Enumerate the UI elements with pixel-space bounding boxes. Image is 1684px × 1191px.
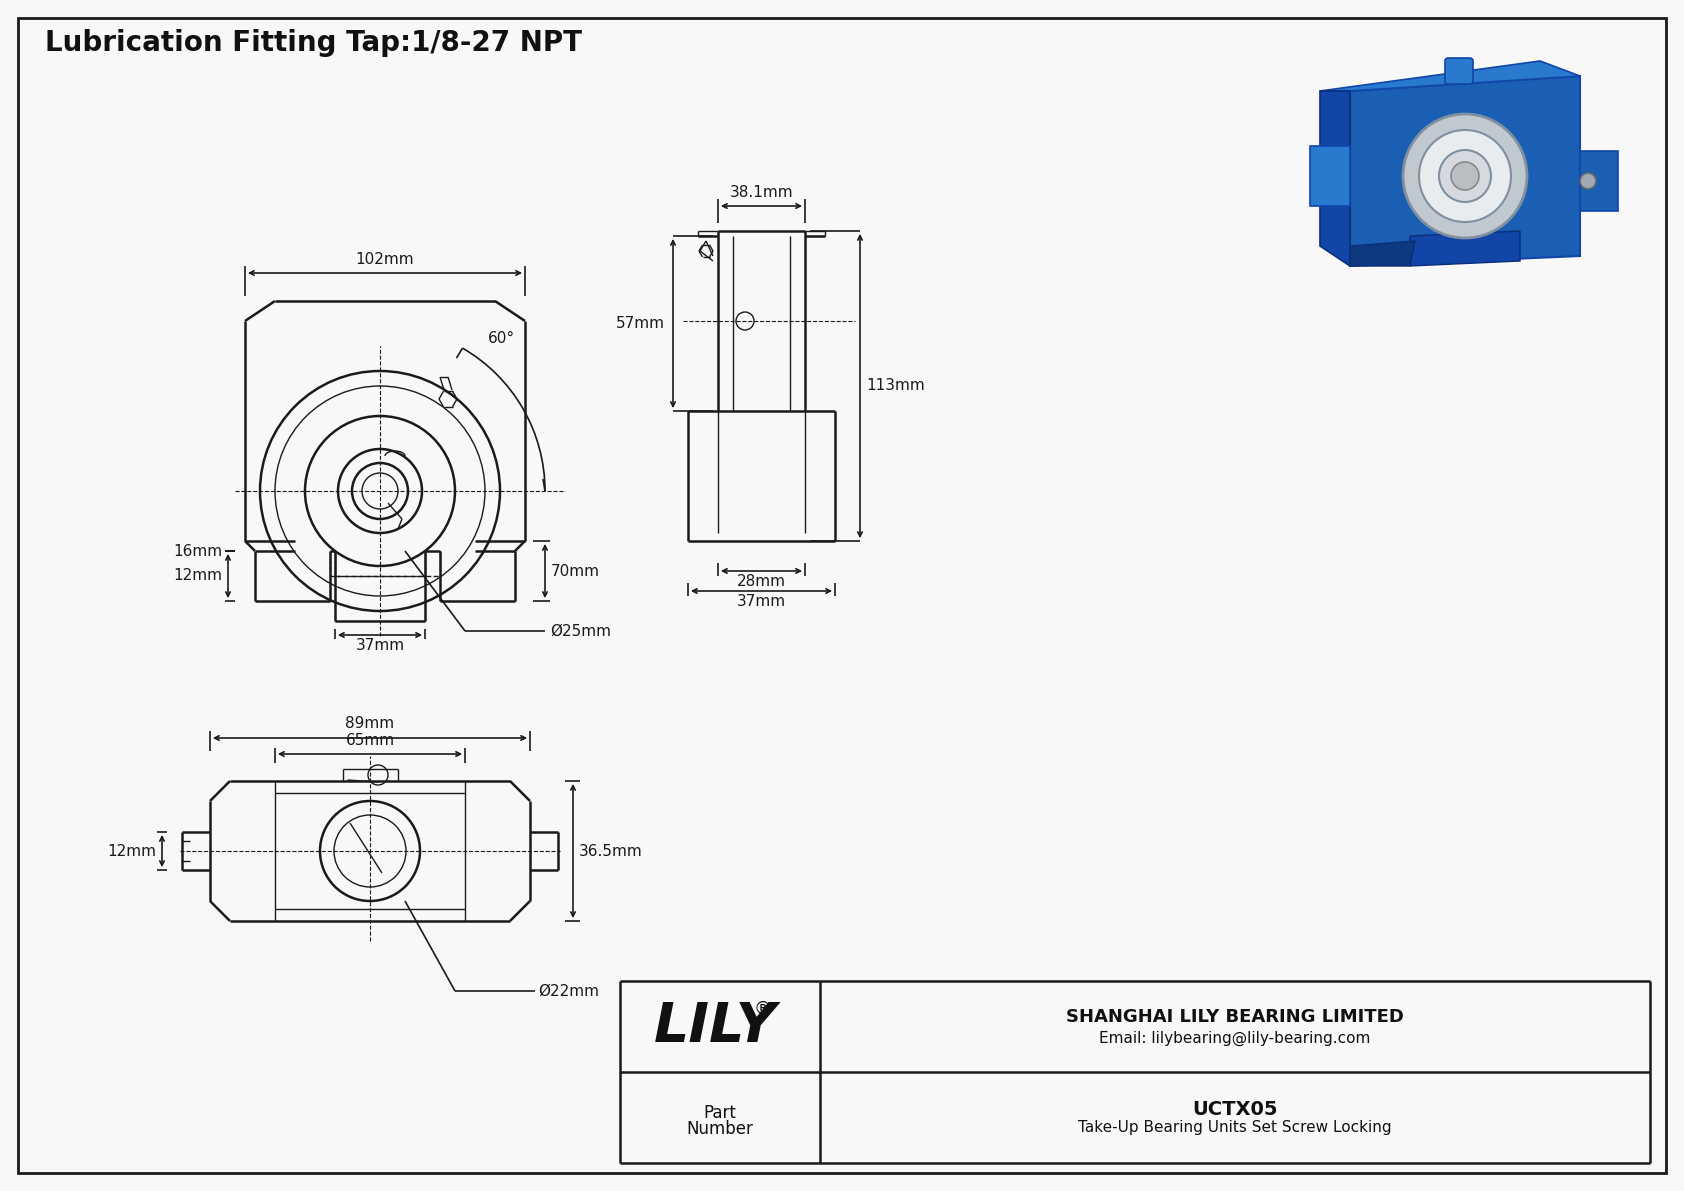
Text: 28mm: 28mm [738,574,786,590]
Text: 36.5mm: 36.5mm [579,843,643,859]
Text: Lubrication Fitting Tap:1/8-27 NPT: Lubrication Fitting Tap:1/8-27 NPT [45,29,583,57]
Text: 57mm: 57mm [616,316,665,331]
Text: SHANGHAI LILY BEARING LIMITED: SHANGHAI LILY BEARING LIMITED [1066,1008,1404,1025]
Text: 89mm: 89mm [345,716,394,731]
Text: 12mm: 12mm [173,568,222,584]
Text: UCTX05: UCTX05 [1192,1100,1278,1120]
Text: 60°: 60° [487,331,515,345]
Text: 38.1mm: 38.1mm [729,185,793,200]
Text: Ø25mm: Ø25mm [551,624,611,638]
Polygon shape [1351,241,1415,266]
Text: Number: Number [687,1121,753,1139]
Circle shape [1420,130,1511,222]
Text: Email: lilybearing@lily-bearing.com: Email: lilybearing@lily-bearing.com [1100,1031,1371,1046]
Text: Ø22mm: Ø22mm [537,984,600,998]
Text: LILY: LILY [653,999,776,1054]
Circle shape [1452,162,1479,191]
Circle shape [1403,114,1527,238]
Text: 70mm: 70mm [551,563,600,579]
Text: 113mm: 113mm [866,379,925,393]
Text: 37mm: 37mm [738,594,786,609]
Text: Part: Part [704,1104,736,1122]
Text: ®: ® [753,999,771,1017]
Text: 65mm: 65mm [345,732,394,748]
Polygon shape [1410,231,1521,266]
Circle shape [1440,150,1490,202]
Text: 37mm: 37mm [355,638,404,653]
Text: 102mm: 102mm [355,252,414,267]
Text: 16mm: 16mm [173,543,222,559]
Text: Take-Up Bearing Units Set Screw Locking: Take-Up Bearing Units Set Screw Locking [1078,1120,1391,1135]
Text: 12mm: 12mm [108,843,157,859]
Circle shape [1580,173,1596,189]
FancyBboxPatch shape [1445,58,1474,85]
Polygon shape [1310,146,1351,206]
Polygon shape [1320,91,1351,266]
Polygon shape [1580,151,1618,211]
Polygon shape [1351,76,1580,266]
Polygon shape [1320,61,1580,91]
